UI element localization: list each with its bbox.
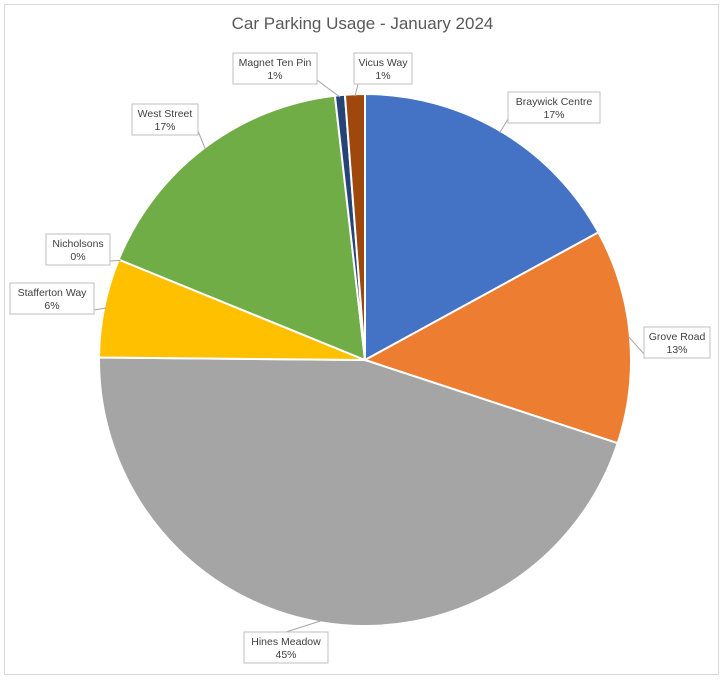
leader-line-stafferton-way	[93, 307, 107, 311]
data-label-value: 1%	[267, 70, 282, 82]
leader-line-west-street	[197, 130, 207, 150]
data-label-name: Braywick Centre	[516, 96, 593, 108]
pie-slices	[98, 92, 632, 627]
slice-hines-meadow	[98, 356, 619, 627]
data-label-box	[131, 103, 199, 136]
leader-line-magnet-ten-pin	[316, 79, 341, 98]
slice-vicus-way	[343, 92, 366, 361]
data-label-value: 6%	[44, 300, 59, 312]
data-label-name: Magnet Ten Pin	[239, 57, 312, 69]
data-label-value: 17%	[154, 121, 175, 133]
data-label-value: 1%	[375, 70, 390, 82]
leader-line-hines-meadow	[285, 619, 323, 633]
slice-grove-road	[362, 230, 632, 445]
data-label-name: Vicus Way	[358, 57, 408, 69]
leader-line-braywick-centre	[499, 118, 509, 134]
leader-line-nicholsons	[109, 259, 121, 262]
data-label-box	[507, 91, 601, 124]
data-label-box	[45, 233, 111, 266]
data-label-name: Hines Meadow	[251, 636, 321, 648]
data-label-name: Stafferton Way	[18, 287, 88, 299]
data-label-value: 17%	[543, 109, 564, 121]
data-label-box	[643, 326, 711, 359]
data-label-name: West Street	[138, 108, 193, 120]
data-label-box	[353, 52, 413, 85]
leader-lines	[93, 79, 645, 633]
chart-title: Car Parking Usage - January 2024	[231, 14, 494, 33]
data-label-box	[243, 631, 329, 664]
data-label-box	[232, 52, 318, 85]
leader-line-vicus-way	[354, 83, 359, 97]
data-label-name: Grove Road	[649, 331, 706, 343]
data-label-name: Nicholsons	[52, 238, 103, 250]
data-label-value: 13%	[666, 344, 687, 356]
data-label-value: 0%	[70, 251, 85, 263]
data-label-box	[9, 282, 95, 315]
data-label-value: 45%	[275, 649, 296, 661]
leader-line-grove-road	[627, 335, 645, 355]
